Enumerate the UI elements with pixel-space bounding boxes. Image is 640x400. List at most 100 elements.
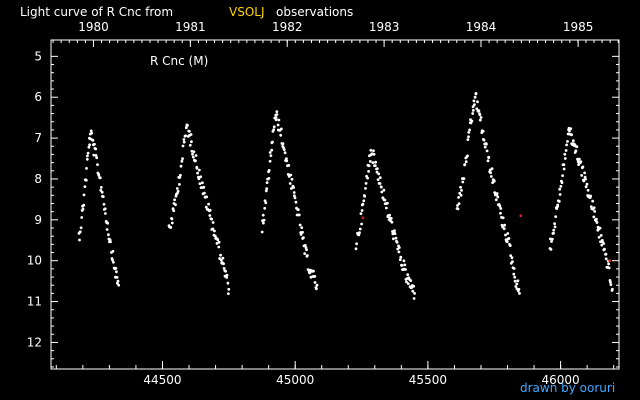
data-point [269, 154, 273, 158]
data-point [265, 181, 269, 185]
data-point [554, 215, 558, 219]
data-point [367, 170, 370, 173]
data-point [225, 276, 229, 279]
data-point [174, 203, 177, 207]
data-point [359, 212, 363, 216]
data-point [498, 204, 502, 208]
data-point [586, 188, 590, 192]
data-point [79, 226, 83, 230]
data-point [361, 202, 365, 206]
data-point [265, 187, 269, 191]
data-point [471, 105, 475, 109]
data-point [400, 264, 404, 267]
chart-title: Light curve of R Cnc from VSOLJ observat… [20, 5, 353, 19]
data-point [560, 181, 564, 185]
data-point [394, 236, 398, 240]
data-point [592, 206, 596, 210]
data-point [182, 138, 186, 141]
data-point [173, 198, 177, 202]
data-point [93, 142, 96, 146]
data-point [261, 213, 265, 217]
data-point [201, 181, 204, 185]
data-point [207, 202, 211, 206]
data-point [94, 154, 98, 157]
data-point [189, 133, 193, 136]
data-point [226, 281, 230, 285]
data-point [364, 187, 367, 190]
data-point [182, 140, 186, 144]
data-point [553, 225, 557, 229]
year-tick-label: 1985 [563, 20, 594, 34]
data-point [388, 213, 391, 217]
data-point [505, 240, 509, 244]
data-point [275, 113, 279, 116]
data-point [180, 159, 184, 163]
y-tick-label: 5 [34, 49, 42, 63]
data-point [217, 245, 221, 249]
data-point [462, 177, 466, 181]
data-point [589, 194, 592, 198]
year-tick-label: 1980 [78, 20, 109, 34]
data-point [413, 292, 416, 295]
data-point [360, 209, 364, 212]
data-point [226, 292, 230, 295]
data-point [361, 216, 365, 220]
data-point [292, 191, 296, 194]
data-point [81, 207, 85, 211]
data-point [277, 118, 281, 122]
data-point [362, 199, 366, 203]
data-point [580, 174, 584, 177]
data-point [378, 182, 382, 185]
data-point [474, 92, 478, 95]
data-point [114, 266, 118, 270]
data-point [270, 148, 274, 152]
data-point [280, 127, 283, 131]
data-point [412, 284, 416, 288]
year-tick-label: 1981 [175, 20, 206, 34]
data-point [600, 243, 604, 247]
data-point [514, 285, 518, 288]
data-point [186, 124, 189, 127]
data-point [354, 247, 358, 251]
data-point [376, 178, 380, 182]
data-point [85, 167, 88, 170]
data-point [467, 131, 471, 134]
data-point [473, 95, 477, 99]
data-point [386, 201, 389, 205]
data-point [579, 160, 583, 164]
data-point [117, 283, 121, 287]
data-point [271, 140, 274, 144]
data-point [485, 142, 488, 146]
data-point [511, 260, 514, 264]
x-tick-label: 45000 [276, 373, 314, 387]
data-point [584, 185, 588, 189]
data-point [281, 142, 285, 146]
data-point [197, 177, 201, 181]
data-point [494, 198, 498, 202]
data-point [552, 231, 555, 235]
data-point [478, 113, 482, 117]
data-point [217, 240, 221, 244]
data-point [565, 143, 568, 147]
y-tick-label: 11 [27, 295, 42, 309]
data-point [577, 157, 581, 161]
data-point [105, 228, 109, 231]
data-point [202, 185, 206, 189]
data-point [84, 178, 88, 182]
data-point [374, 160, 377, 164]
data-point [603, 247, 606, 251]
data-point [585, 182, 589, 186]
data-point [461, 180, 465, 184]
data-point [371, 161, 375, 165]
data-point [372, 149, 375, 153]
data-point [595, 217, 598, 221]
data-point [569, 127, 573, 130]
data-point [92, 153, 96, 157]
data-point [463, 163, 467, 166]
data-point [385, 206, 388, 210]
data-point [486, 159, 490, 163]
data-point [175, 187, 179, 190]
data-point [101, 195, 105, 199]
data-point [403, 263, 407, 267]
